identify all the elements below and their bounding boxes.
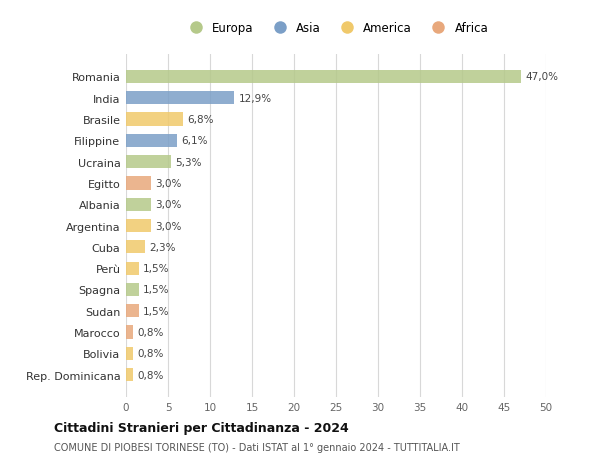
Bar: [126, 92, 235, 105]
Bar: [126, 198, 151, 212]
Text: 3,0%: 3,0%: [155, 221, 182, 231]
Text: 3,0%: 3,0%: [155, 200, 182, 210]
Text: COMUNE DI PIOBESI TORINESE (TO) - Dati ISTAT al 1° gennaio 2024 - TUTTITALIA.IT: COMUNE DI PIOBESI TORINESE (TO) - Dati I…: [54, 442, 460, 452]
Text: 5,3%: 5,3%: [175, 157, 201, 167]
Bar: [126, 304, 139, 318]
Text: 0,8%: 0,8%: [137, 349, 163, 358]
Text: 2,3%: 2,3%: [149, 242, 176, 252]
Bar: [126, 177, 151, 190]
Legend: Europa, Asia, America, Africa: Europa, Asia, America, Africa: [181, 20, 491, 38]
Text: 47,0%: 47,0%: [525, 72, 558, 82]
Text: 0,8%: 0,8%: [137, 370, 163, 380]
Bar: [126, 134, 177, 148]
Bar: [126, 113, 183, 126]
Text: 6,8%: 6,8%: [187, 115, 214, 125]
Text: 1,5%: 1,5%: [143, 306, 169, 316]
Text: 0,8%: 0,8%: [137, 327, 163, 337]
Text: 6,1%: 6,1%: [181, 136, 208, 146]
Bar: [126, 219, 151, 233]
Text: 3,0%: 3,0%: [155, 179, 182, 189]
Bar: [126, 347, 133, 360]
Text: 12,9%: 12,9%: [239, 94, 272, 103]
Bar: [126, 283, 139, 297]
Bar: [126, 71, 521, 84]
Bar: [126, 241, 145, 254]
Bar: [126, 368, 133, 381]
Bar: [126, 156, 170, 169]
Text: Cittadini Stranieri per Cittadinanza - 2024: Cittadini Stranieri per Cittadinanza - 2…: [54, 421, 349, 434]
Text: 1,5%: 1,5%: [143, 285, 169, 295]
Text: 1,5%: 1,5%: [143, 263, 169, 274]
Bar: [126, 262, 139, 275]
Bar: [126, 326, 133, 339]
